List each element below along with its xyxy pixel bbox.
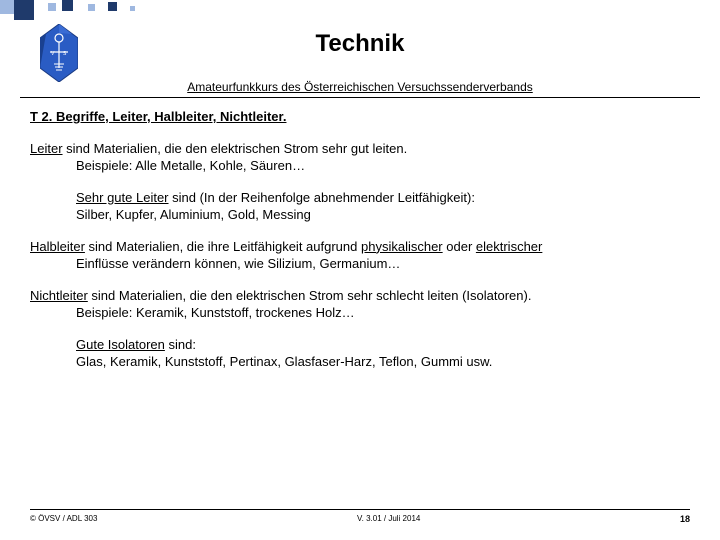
isolatoren-label: Gute Isolatoren	[76, 337, 165, 352]
footer-page-number: 18	[680, 514, 690, 524]
gute-leiter-paragraph: Sehr gute Leiter sind (In der Reihenfolg…	[30, 189, 700, 224]
halbleiter-u2: elektrischer	[476, 239, 542, 254]
halbleiter-t2: oder	[443, 239, 476, 254]
footer: © ÖVSV / ADL 303 V. 3.01 / Juli 2014 18	[30, 509, 690, 524]
halbleiter-paragraph: Halbleiter sind Materialien, die ihre Le…	[30, 238, 700, 273]
leiter-paragraph: Leiter sind Materialien, die den elektri…	[30, 140, 700, 175]
halbleiter-t1: sind Materialien, die ihre Leitfähigkeit…	[85, 239, 361, 254]
body-content: T 2. Begriffe, Leiter, Halbleiter, Nicht…	[30, 108, 700, 385]
nichtleiter-text: sind Materialien, die den elektrischen S…	[88, 288, 532, 303]
gute-leiter-label: Sehr gute Leiter	[76, 190, 169, 205]
header-rule	[20, 97, 700, 98]
nichtleiter-examples: Beispiele: Keramik, Kunststoff, trockene…	[30, 304, 355, 322]
section-heading: T 2. Begriffe, Leiter, Halbleiter, Nicht…	[30, 108, 700, 126]
gute-leiter-list: Silber, Kupfer, Aluminium, Gold, Messing	[76, 207, 311, 222]
isolatoren-rest: sind:	[165, 337, 196, 352]
corner-decoration	[0, 0, 200, 30]
nichtleiter-paragraph: Nichtleiter sind Materialien, die den el…	[30, 287, 700, 322]
nichtleiter-label: Nichtleiter	[30, 288, 88, 303]
halbleiter-label: Halbleiter	[30, 239, 85, 254]
leiter-label: Leiter	[30, 141, 63, 156]
page-subtitle: Amateurfunkkurs des Österreichischen Ver…	[0, 80, 720, 94]
leiter-examples: Beispiele: Alle Metalle, Kohle, Säuren…	[30, 157, 305, 175]
page-title: Technik	[0, 30, 720, 58]
halbleiter-t3: Einflüsse verändern können, wie Silizium…	[30, 255, 400, 273]
isolatoren-paragraph: Gute Isolatoren sind: Glas, Keramik, Kun…	[30, 336, 700, 371]
gute-leiter-text: sind (In der Reihenfolge abnehmender Lei…	[169, 190, 475, 205]
footer-version: V. 3.01 / Juli 2014	[357, 514, 420, 524]
isolatoren-list: Glas, Keramik, Kunststoff, Pertinax, Gla…	[76, 354, 492, 369]
leiter-text: sind Materialien, die den elektrischen S…	[63, 141, 408, 156]
footer-copyright: © ÖVSV / ADL 303	[30, 514, 97, 524]
halbleiter-u1: physikalischer	[361, 239, 443, 254]
